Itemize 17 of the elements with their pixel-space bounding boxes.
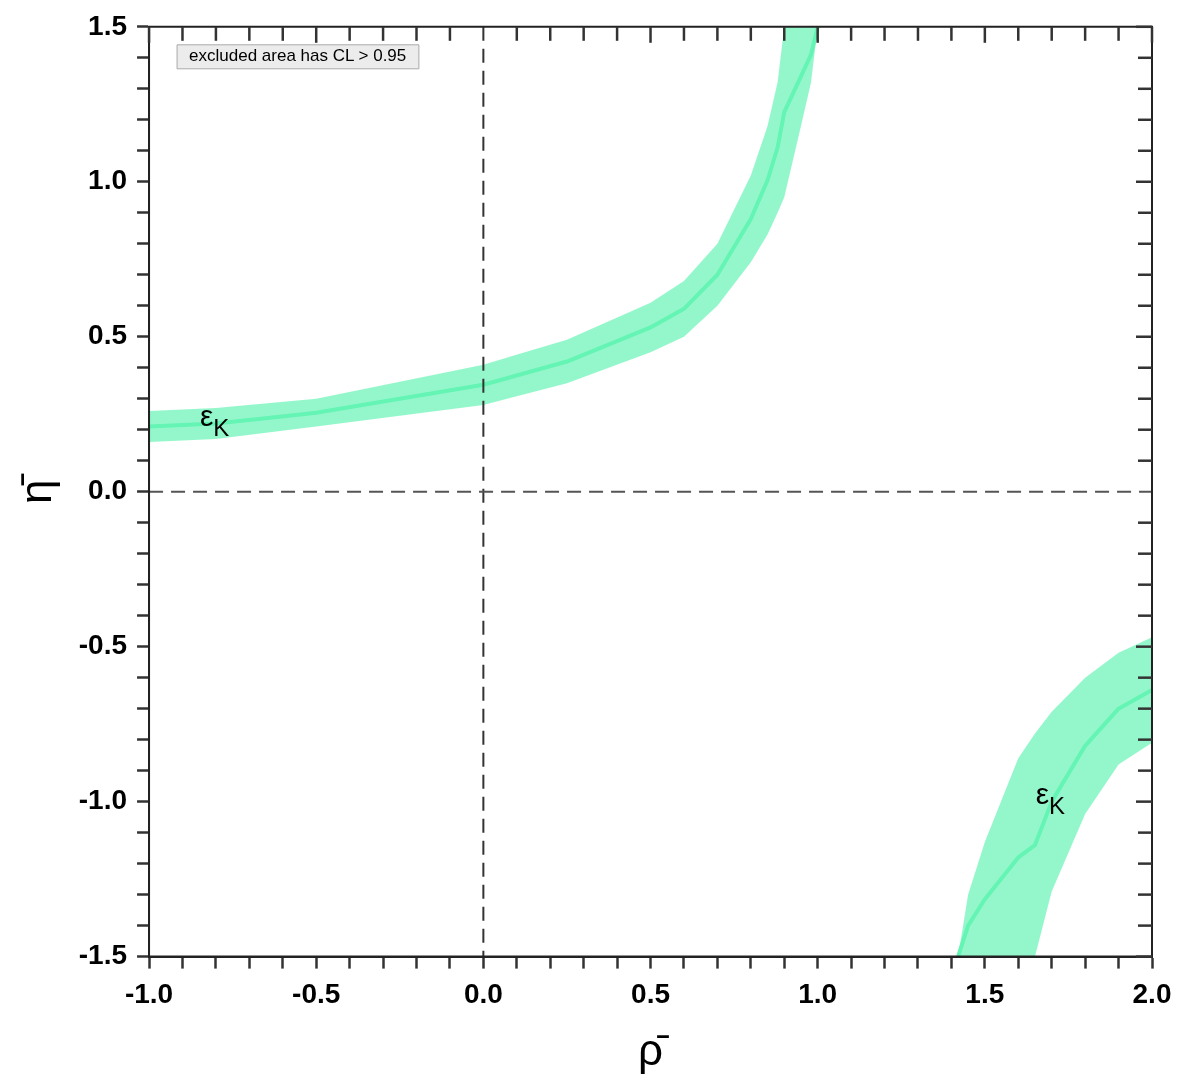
y-tick-label: -0.5 xyxy=(78,629,128,661)
y-axis-title: η̄ xyxy=(10,473,60,504)
x-tick-label: 2.0 xyxy=(1132,978,1172,1010)
y-tick-label: 1.0 xyxy=(88,164,128,196)
x-tick-label: -0.5 xyxy=(292,978,341,1010)
x-tick-label: 0.0 xyxy=(463,978,503,1010)
annotation: excluded area has CL > 0.95 xyxy=(189,46,407,66)
y-tick-label: -1.5 xyxy=(78,939,128,971)
x-tick-label: 0.5 xyxy=(631,978,670,1010)
x-tick-label: 1.0 xyxy=(798,978,838,1010)
y-tick-label: 0.5 xyxy=(88,319,128,351)
y-tick-label: 1.5 xyxy=(88,9,128,41)
x-tick-label: 1.5 xyxy=(965,978,1005,1010)
x-tick-label: -1.0 xyxy=(124,978,174,1010)
x-axis-title: ρ̄ xyxy=(638,1024,670,1074)
y-tick-label: 0.0 xyxy=(88,474,128,506)
y-tick-label: -1.0 xyxy=(78,784,128,816)
